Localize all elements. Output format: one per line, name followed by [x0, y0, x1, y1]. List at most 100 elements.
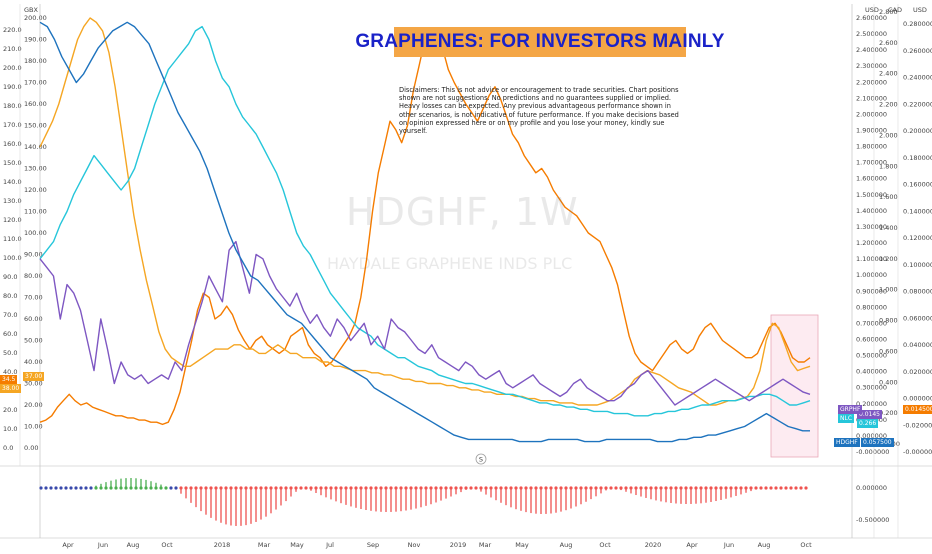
- signal-dot: [414, 486, 418, 490]
- usd2-tick-label: 2.000: [879, 131, 898, 139]
- signal-dot: [89, 486, 93, 490]
- cad-tick-label: 0.020000: [903, 368, 932, 376]
- gbx-tick-label: 60.00: [24, 315, 43, 323]
- usd-tick-label: 0.600000: [856, 335, 887, 343]
- series-line-2: [39, 25, 811, 417]
- x-tick-label: Sep: [367, 541, 379, 549]
- usd-tick-label: 1.800000: [856, 143, 887, 151]
- signal-dot: [129, 486, 133, 490]
- signal-dot: [589, 486, 593, 490]
- signal-dot: [294, 486, 298, 490]
- usd-tick-label: 0.200000: [856, 400, 887, 408]
- signal-dot: [239, 486, 243, 490]
- gbx-tick-label: 110.00: [24, 208, 47, 216]
- signal-dot: [739, 486, 743, 490]
- signal-dot: [784, 486, 788, 490]
- cad-tick-label: 0.280000: [903, 20, 932, 28]
- secondary-tick-label: 180.0: [3, 102, 22, 110]
- usd-tick-label: 1.900000: [856, 127, 887, 135]
- secondary-tick-label: 60.0: [3, 330, 17, 338]
- gbx-tick-label: 40.00: [24, 358, 43, 366]
- signal-dot: [704, 486, 708, 490]
- signal-dot: [489, 486, 493, 490]
- signal-dot: [99, 486, 103, 490]
- signal-dot: [604, 486, 608, 490]
- event-marker[interactable]: S: [475, 453, 487, 465]
- signal-dot: [49, 486, 53, 490]
- signal-dot: [344, 486, 348, 490]
- signal-dot: [454, 486, 458, 490]
- signal-dot: [104, 486, 108, 490]
- usd2-tick-label: 1.800: [879, 162, 898, 170]
- signal-dot: [759, 486, 763, 490]
- signal-dot: [709, 486, 713, 490]
- gbx-tick-label: 80.00: [24, 272, 43, 280]
- usd2-tick-label: 0.200: [879, 409, 898, 417]
- x-tick-label: 2019: [450, 541, 467, 549]
- signal-dot: [724, 486, 728, 490]
- signal-dot: [584, 486, 588, 490]
- signal-dot: [74, 486, 78, 490]
- x-tick-label: Oct: [161, 541, 173, 549]
- gbx-tick-label: 130.00: [24, 165, 47, 173]
- price-tag-cyan: 0.266: [857, 419, 879, 428]
- price-tag-yellow-2: 38.00: [0, 384, 22, 393]
- x-tick-label: Jun: [723, 541, 734, 549]
- usd-tick-label: 1.000000: [856, 271, 887, 279]
- signal-dot: [444, 486, 448, 490]
- signal-dot: [174, 486, 178, 490]
- x-tick-label: Jul: [325, 541, 334, 549]
- gbx-tick-label: 30.00: [24, 380, 43, 388]
- signal-dot: [304, 486, 308, 490]
- signal-dot: [59, 486, 63, 490]
- signal-dot: [154, 486, 158, 490]
- title-banner: GRAPHENES: FOR INVESTORS MAINLY: [355, 27, 724, 57]
- label-grphf: GRPHF: [838, 405, 863, 414]
- signal-dot: [729, 486, 733, 490]
- usd-tick-label: 1.300000: [856, 223, 887, 231]
- signal-dot: [289, 486, 293, 490]
- signal-dot: [614, 486, 618, 490]
- signal-dot: [514, 486, 518, 490]
- signal-dot: [429, 486, 433, 490]
- usd-tick-label: 1.500000: [856, 191, 887, 199]
- signal-dot: [364, 486, 368, 490]
- signal-dot: [719, 486, 723, 490]
- signal-dot: [114, 486, 118, 490]
- usd-tick-label: 2.200000: [856, 78, 887, 86]
- label-nlc: NLC: [838, 414, 855, 423]
- signal-dot: [499, 486, 503, 490]
- signal-dot: [524, 486, 528, 490]
- signal-dot: [394, 486, 398, 490]
- secondary-tick-label: 190.0: [3, 83, 22, 91]
- usd-tick-label: 0.500000: [856, 352, 887, 360]
- signal-dot: [204, 486, 208, 490]
- signal-dot: [254, 486, 258, 490]
- series-line-1: [39, 17, 811, 406]
- secondary-tick-label: 40.0: [3, 368, 17, 376]
- cad-tick-label: 0.080000: [903, 288, 932, 296]
- usd2-tick-label: 2.600: [879, 39, 898, 47]
- signal-dot: [644, 486, 648, 490]
- signal-dot: [189, 486, 193, 490]
- secondary-tick-label: 0.0: [3, 444, 13, 452]
- usd2-tick-label: 0.400: [879, 378, 898, 386]
- signal-dot: [384, 486, 388, 490]
- signal-dot: [789, 486, 793, 490]
- right-axis-usd-2: 2.800 2.600 2.400 2.200 2.000 1.800 1.600 1.400…: [879, 8, 900, 448]
- secondary-tick-label: 160.0: [3, 140, 22, 148]
- usd2-tick-label: 1.200: [879, 255, 898, 263]
- secondary-tick-label: 50.0: [3, 349, 17, 357]
- signal-dot: [224, 486, 228, 490]
- signal-dot: [194, 486, 198, 490]
- gbx-tick-label: 100.00: [24, 229, 47, 237]
- cad-tick-label: 0.060000: [903, 314, 932, 322]
- secondary-tick-label: 170.0: [3, 121, 22, 129]
- usd-tick-label: 2.400000: [856, 46, 887, 54]
- usd2-tick-label: 2.200: [879, 101, 898, 109]
- signal-dot: [439, 486, 443, 490]
- unit-usd-label: USD: [865, 6, 879, 14]
- gbx-tick-label: 70.00: [24, 294, 43, 302]
